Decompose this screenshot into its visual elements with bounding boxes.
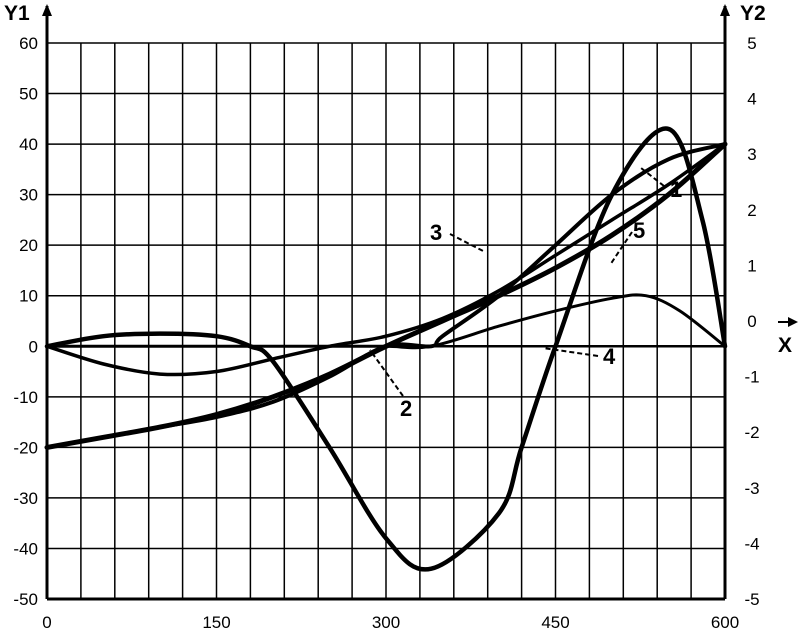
y1-tick-label: 40 bbox=[19, 135, 38, 154]
curve-label-2: 2 bbox=[400, 396, 412, 421]
y1-tick-label: -30 bbox=[13, 489, 38, 508]
x-axis-arrow bbox=[788, 317, 798, 327]
y1-tick-label: -40 bbox=[13, 539, 38, 558]
y1-tick-label: -10 bbox=[13, 388, 38, 407]
y2-tick-labels: -5 -4 -3 -2 -1 0 1 2 3 4 5 bbox=[744, 34, 759, 609]
x-tick-label: 450 bbox=[541, 613, 569, 632]
y2-tick-label: 5 bbox=[747, 34, 756, 53]
y2-axis-label: Y2 bbox=[740, 2, 766, 25]
x-axis-label: X bbox=[778, 334, 792, 357]
label-leader-2 bbox=[369, 349, 404, 397]
label-leader-5 bbox=[609, 231, 633, 266]
grid bbox=[46, 42, 726, 600]
x-tick-labels: 0 150 300 450 600 bbox=[42, 613, 739, 632]
x-tick-label: 150 bbox=[202, 613, 230, 632]
y1-axis-label: Y1 bbox=[4, 2, 30, 25]
y1-tick-label: 10 bbox=[19, 287, 38, 306]
y1-tick-label: 20 bbox=[19, 236, 38, 255]
y2-tick-label: 3 bbox=[747, 145, 756, 164]
y1-tick-label: 30 bbox=[19, 186, 38, 205]
y1-tick-label: 50 bbox=[19, 85, 38, 104]
label-leader-1 bbox=[640, 167, 665, 187]
y1-tick-label: -20 bbox=[13, 438, 38, 457]
y2-tick-label: 2 bbox=[747, 201, 756, 220]
y1-tick-label: -50 bbox=[13, 590, 38, 609]
y1-tick-label: 60 bbox=[19, 34, 38, 53]
y2-tick-label: -5 bbox=[744, 590, 759, 609]
y1-tick-labels: -50 -40 -30 -20 -10 0 10 20 30 40 50 60 bbox=[13, 34, 38, 609]
y2-tick-label: -4 bbox=[744, 534, 759, 553]
y2-axis-arrow bbox=[720, 4, 730, 16]
label-leader-3 bbox=[449, 233, 486, 253]
curve-label-5: 5 bbox=[633, 218, 645, 243]
curve-label-1: 1 bbox=[670, 177, 682, 202]
y2-tick-label: -3 bbox=[744, 479, 759, 498]
y2-tick-label: -2 bbox=[744, 423, 759, 442]
label-leader-4 bbox=[542, 347, 599, 357]
series-line-4 bbox=[44, 126, 728, 572]
y2-tick-label: 1 bbox=[747, 256, 756, 275]
series-line-2 bbox=[45, 142, 727, 377]
x-tick-label: 300 bbox=[372, 613, 400, 632]
series-line-5 bbox=[45, 293, 727, 350]
series-lines bbox=[44, 126, 728, 572]
curve-label-4: 4 bbox=[603, 344, 616, 369]
curve-label-3: 3 bbox=[430, 220, 442, 245]
curve-labels: 1 2 3 4 5 bbox=[369, 167, 682, 421]
x-tick-label: 0 bbox=[42, 613, 51, 632]
y1-axis-arrow bbox=[42, 4, 52, 16]
y2-tick-label: -1 bbox=[744, 368, 759, 387]
y2-tick-label: 4 bbox=[747, 90, 756, 109]
y2-tick-label: 0 bbox=[747, 312, 756, 331]
x-tick-label: 600 bbox=[711, 613, 739, 632]
y1-tick-label: 0 bbox=[29, 337, 38, 356]
